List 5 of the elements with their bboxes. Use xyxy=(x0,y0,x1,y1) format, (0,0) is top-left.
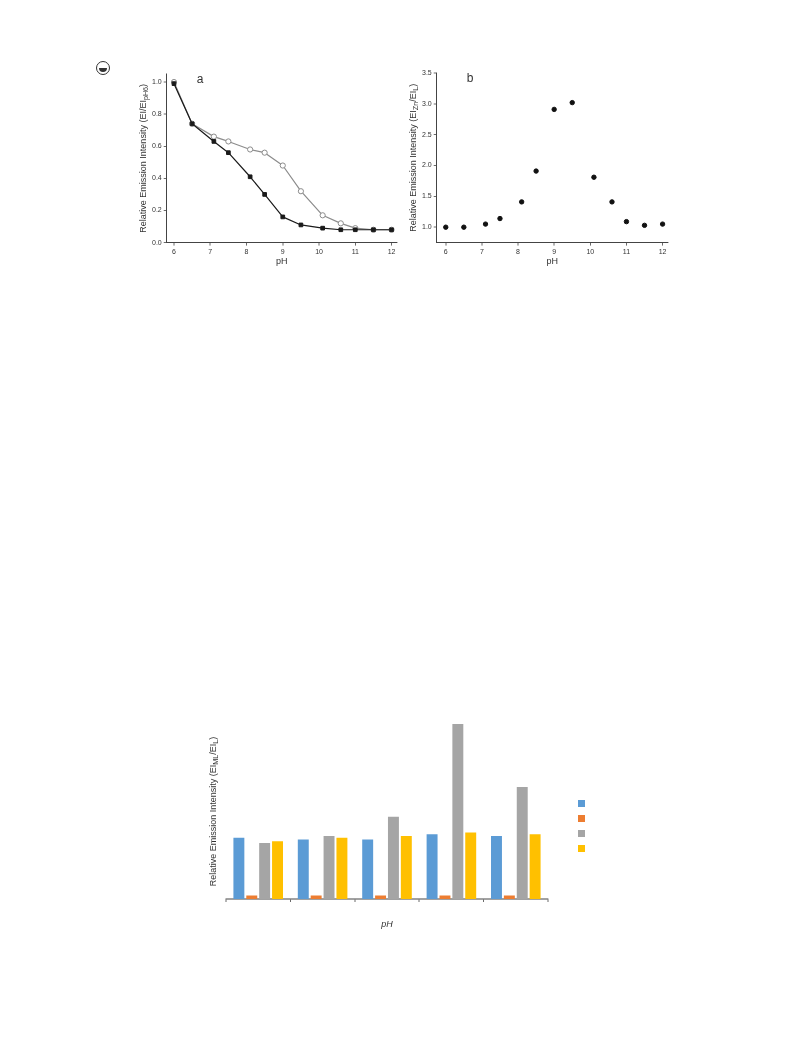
annotation: a xyxy=(196,72,204,87)
x-axis-title: pH xyxy=(380,918,394,929)
x-axis-title: pH xyxy=(546,256,559,267)
annotation: b xyxy=(466,71,474,86)
x-axis-title: pH xyxy=(276,256,288,267)
